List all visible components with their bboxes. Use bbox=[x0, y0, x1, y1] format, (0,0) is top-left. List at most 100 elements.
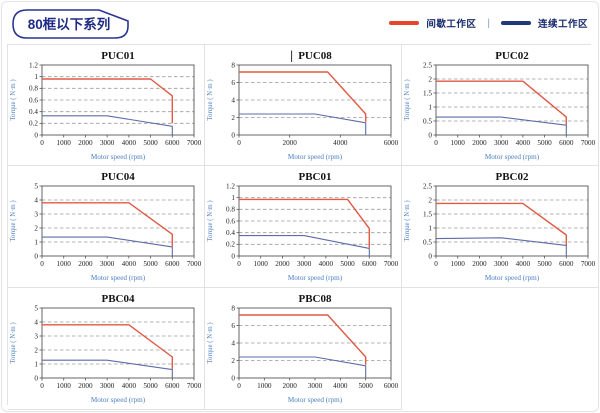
x-tick-label: 3000 bbox=[100, 139, 115, 147]
x-tick-label: 5000 bbox=[537, 260, 552, 268]
continuous-work-zone-line bbox=[436, 116, 567, 135]
x-tick-label: 7000 bbox=[187, 260, 202, 268]
y-axis-label: Torque ( N·m ) bbox=[404, 79, 411, 120]
y-tick-label: 4 bbox=[231, 339, 235, 347]
chart-title: PUC02 bbox=[495, 50, 529, 62]
y-axis-label: Torque ( N·m ) bbox=[10, 322, 17, 363]
x-tick-label: 4000 bbox=[516, 139, 531, 147]
continuous-work-zone-line bbox=[42, 236, 173, 256]
x-tick-label: 0 bbox=[237, 260, 241, 268]
y-axis-label: Torque ( N·m ) bbox=[207, 322, 214, 363]
chart-cell: 0 2 4 6 8 0 2000 4000 6000 PUC08 Torque ( N·m ) Mot… bbox=[205, 45, 402, 166]
y-tick-label: 2.5 bbox=[423, 182, 432, 190]
x-tick-label: 2000 bbox=[472, 260, 487, 268]
intermittent-work-zone-line bbox=[239, 314, 367, 365]
y-tick-label: 0.6 bbox=[226, 217, 235, 225]
x-tick-label: 7000 bbox=[187, 382, 202, 390]
plot-border bbox=[41, 185, 195, 257]
y-axis-label: Torque ( N·m ) bbox=[404, 200, 411, 241]
y-tick-label: 3 bbox=[34, 332, 38, 340]
x-tick-label: 7000 bbox=[581, 139, 596, 147]
chart-PUC04: 0 1 2 3 4 5 0 1000 2000 3000 4000 5000 6000 7000 PUC04… bbox=[10, 171, 202, 282]
chart-PBC01: 0 0.2 0.4 0.6 0.8 1 1.2 0 1000 2000 3000 4000 5000 60… bbox=[207, 171, 399, 282]
x-tick-label: 6000 bbox=[165, 139, 180, 147]
y-tick-label: 0 bbox=[231, 131, 235, 139]
y-tick-label: 1 bbox=[34, 73, 38, 81]
x-axis-label: Motor speed (rpm) bbox=[91, 274, 146, 282]
x-axis-label: Motor speed (rpm) bbox=[91, 396, 146, 404]
badge-outline bbox=[12, 9, 129, 39]
y-tick-label: 0.8 bbox=[226, 206, 235, 214]
intermittent-work-zone-line bbox=[42, 324, 174, 369]
x-axis-label: Motor speed (rpm) bbox=[288, 153, 343, 161]
x-tick-label: 1000 bbox=[451, 260, 466, 268]
intermittent-zone-label: 间歇工作区 bbox=[426, 19, 477, 30]
intermittent-work-zone-line bbox=[436, 80, 568, 125]
y-tick-label: 2 bbox=[231, 357, 235, 365]
y-tick-label: 0.4 bbox=[226, 229, 235, 237]
y-tick-label: 2.5 bbox=[423, 61, 432, 69]
x-tick-label: 3000 bbox=[308, 382, 323, 390]
x-tick-label: 0 bbox=[40, 139, 44, 147]
continuous-work-zone-line bbox=[42, 359, 173, 378]
chart-title: PUC04 bbox=[101, 171, 135, 183]
x-tick-label: 6000 bbox=[384, 139, 399, 147]
y-tick-label: 0 bbox=[34, 131, 38, 139]
chart-cell: 0 0.2 0.4 0.6 0.8 1 1.2 0 1000 2000 3000 4000 5000 60… bbox=[205, 166, 402, 288]
x-tick-label: 2000 bbox=[282, 382, 297, 390]
chart-PUC01: 0 0.2 0.4 0.6 0.8 1 1.2 0 1000 2000 3000 4000 5000 60… bbox=[10, 50, 202, 161]
x-tick-label: 1000 bbox=[57, 260, 72, 268]
x-tick-label: 7000 bbox=[187, 139, 202, 147]
legend-separator: | bbox=[487, 17, 490, 29]
x-tick-label: 7000 bbox=[581, 260, 596, 268]
series-title-badge: 80框以下系列 bbox=[12, 9, 129, 39]
x-tick-label: 6000 bbox=[559, 260, 574, 268]
y-tick-label: 4 bbox=[34, 196, 38, 204]
x-tick-label: 6000 bbox=[165, 260, 180, 268]
x-tick-label: 2000 bbox=[78, 139, 93, 147]
x-tick-label: 1000 bbox=[254, 260, 269, 268]
chart-PBC08: 0 2 4 6 8 0 1000 2000 3000 4000 5000 6000 PBC08 Torqu… bbox=[207, 293, 399, 404]
x-tick-label: 3000 bbox=[100, 260, 115, 268]
x-tick-label: 5000 bbox=[358, 382, 373, 390]
x-tick-label: 4000 bbox=[319, 260, 334, 268]
x-tick-label: 0 bbox=[40, 260, 44, 268]
y-tick-label: 1 bbox=[231, 194, 235, 202]
chart-cell: 0 0.5 1 1.5 2 2.5 0 1000 2000 3000 4000 5000 6000 700… bbox=[402, 45, 599, 166]
x-tick-label: 6000 bbox=[559, 139, 574, 147]
y-tick-label: 0.5 bbox=[423, 238, 432, 246]
intermittent-work-zone-line bbox=[42, 78, 174, 124]
y-tick-label: 0.2 bbox=[226, 241, 235, 249]
x-tick-label: 4000 bbox=[122, 382, 137, 390]
intermittent-work-zone-line bbox=[239, 198, 371, 248]
y-axis-label: Torque ( N·m ) bbox=[207, 79, 214, 120]
y-tick-label: 1 bbox=[428, 103, 432, 111]
continuous-work-zone-line bbox=[239, 356, 367, 378]
chart-cell: 0 2 4 6 8 0 1000 2000 3000 4000 5000 6000 PBC08 Torqu… bbox=[205, 288, 402, 410]
chart-title: PUC08 bbox=[298, 50, 332, 62]
continuous-work-zone-line bbox=[239, 113, 367, 135]
y-tick-label: 1.5 bbox=[423, 89, 432, 97]
x-axis-label: Motor speed (rpm) bbox=[288, 396, 343, 404]
chart-PBC02: 0 0.5 1 1.5 2 2.5 0 1000 2000 3000 4000 5000 6000 700… bbox=[404, 171, 596, 282]
intermittent-zone-swatch bbox=[389, 21, 420, 25]
y-tick-label: 8 bbox=[231, 61, 235, 69]
y-tick-label: 0 bbox=[34, 252, 38, 260]
x-tick-label: 3000 bbox=[494, 260, 509, 268]
x-tick-label: 4000 bbox=[516, 260, 531, 268]
x-tick-label: 1000 bbox=[257, 382, 272, 390]
y-tick-label: 2 bbox=[428, 75, 432, 83]
y-axis-label: Torque ( N·m ) bbox=[10, 200, 17, 241]
continuous-zone-label: 连续工作区 bbox=[537, 19, 588, 30]
continuous-zone-swatch bbox=[500, 21, 531, 25]
x-axis-label: Motor speed (rpm) bbox=[288, 274, 343, 282]
y-axis-label: Torque ( N·m ) bbox=[207, 200, 214, 241]
chart-title: PBC01 bbox=[299, 171, 332, 183]
chart-title: PBC02 bbox=[496, 171, 530, 183]
x-tick-label: 2000 bbox=[472, 139, 487, 147]
intermittent-work-zone-line bbox=[239, 71, 367, 122]
x-axis-label: Motor speed (rpm) bbox=[485, 153, 540, 161]
legend: 间歇工作区 | 连续工作区 bbox=[389, 15, 588, 31]
y-tick-label: 0 bbox=[231, 252, 235, 260]
continuous-work-zone-line bbox=[239, 235, 370, 256]
